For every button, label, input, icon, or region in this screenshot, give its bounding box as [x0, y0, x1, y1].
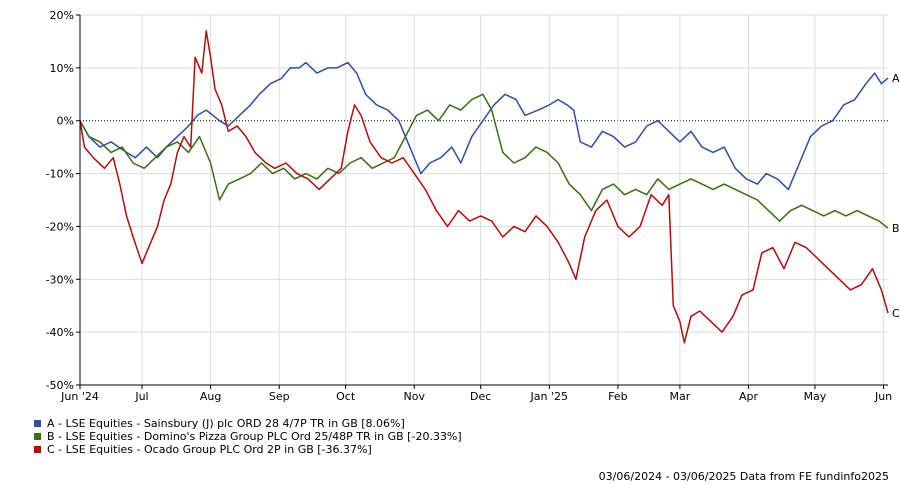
date-range-footer: 03/06/2024 - 03/06/2025 Data from FE fun…	[598, 470, 889, 483]
x-tick-label: Jun '24	[60, 390, 99, 403]
x-tick-label: Jan '25	[530, 390, 568, 403]
legend-item-a: A - LSE Equities - Sainsbury (J) plc ORD…	[34, 417, 462, 430]
axis-labels: 20% 10% 0% -10% -20% -30% -40% -50%Jun '24 Jul Au…	[46, 9, 900, 403]
series-line-c	[79, 30, 889, 344]
x-tick-label: Oct	[336, 390, 356, 403]
y-tick-label: -10%	[46, 168, 74, 181]
x-tick-label: Feb	[608, 390, 627, 403]
x-tick-label: Jul	[134, 390, 148, 403]
legend-swatch-b	[34, 433, 41, 440]
series-line-b	[79, 93, 889, 229]
y-tick-label: -30%	[46, 273, 74, 286]
y-tick-label: -20%	[46, 220, 74, 233]
legend-swatch-c	[34, 446, 41, 453]
legend-label-c: C - LSE Equities - Ocado Group PLC Ord 2…	[47, 443, 372, 456]
series-line-a	[79, 61, 889, 191]
legend-item-b: B - LSE Equities - Domino's Pizza Group …	[34, 430, 462, 443]
y-tick-label: 10%	[50, 62, 74, 75]
x-tick-label: Sep	[269, 390, 290, 403]
grid-lines	[79, 14, 888, 386]
series-end-label-a: A	[892, 72, 900, 85]
x-tick-label: Aug	[200, 390, 221, 403]
x-tick-label: Dec	[470, 390, 491, 403]
axes	[76, 14, 888, 389]
performance-chart: 20% 10% 0% -10% -20% -30% -40% -50%Jun '24 Jul Au…	[46, 9, 900, 403]
x-tick-label: Mar	[670, 390, 691, 403]
x-tick-label: Jun	[874, 390, 892, 403]
y-tick-label: 20%	[50, 9, 74, 22]
legend-item-c: C - LSE Equities - Ocado Group PLC Ord 2…	[34, 443, 462, 456]
y-tick-label: -50%	[46, 379, 74, 392]
x-tick-label: Apr	[739, 390, 759, 403]
y-tick-label: -40%	[46, 326, 74, 339]
legend: A - LSE Equities - Sainsbury (J) plc ORD…	[34, 417, 462, 456]
series-end-label-c: C	[892, 307, 900, 320]
y-tick-label: 0%	[57, 115, 74, 128]
series-end-label-b: B	[892, 222, 900, 235]
x-tick-label: May	[804, 390, 827, 403]
legend-label-b: B - LSE Equities - Domino's Pizza Group …	[47, 430, 462, 443]
legend-label-a: A - LSE Equities - Sainsbury (J) plc ORD…	[47, 417, 405, 430]
legend-swatch-a	[34, 420, 41, 427]
x-tick-label: Nov	[404, 390, 426, 403]
series-lines	[79, 30, 889, 344]
